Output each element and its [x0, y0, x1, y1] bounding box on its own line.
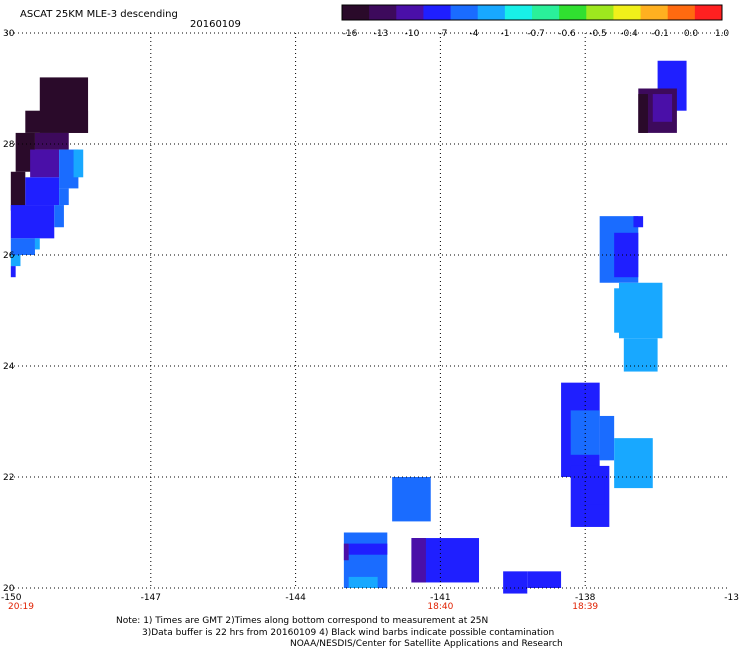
colorbar-segment: [342, 5, 370, 20]
x-tick-label: -147: [141, 593, 161, 603]
heatmap-cell: [10, 171, 26, 211]
x-tick-label: -144: [285, 593, 306, 603]
heatmap-cell: [343, 543, 349, 561]
heatmap-cell: [10, 205, 55, 239]
y-tick-label: 30: [3, 29, 15, 39]
colorbar-segment: [586, 5, 614, 20]
heatmap-cell: [59, 188, 69, 206]
colorbar-segment: [396, 5, 424, 20]
chart-title: ASCAT 25KM MLE-3 descending: [20, 9, 178, 20]
colorbar-tick-label: 0.0: [684, 29, 699, 39]
time-label: 18:40: [427, 602, 453, 612]
colorbar-segment: [532, 5, 560, 20]
colorbar-segment: [504, 5, 533, 20]
colorbar-segment: [369, 5, 397, 20]
colorbar-tick-label: -1: [501, 29, 510, 39]
y-tick-label: 24: [3, 362, 15, 372]
heatmap-cell: [614, 438, 653, 489]
heatmap-cell: [411, 538, 426, 583]
heatmap-cell: [503, 571, 528, 594]
heatmap-cell: [580, 477, 605, 505]
y-tick-label: 20: [3, 584, 15, 594]
heatmap-cell: [618, 282, 663, 339]
heatmap-cell: [599, 415, 615, 461]
time-label: 18:39: [572, 602, 598, 612]
y-tick-label: 22: [3, 473, 14, 483]
y-tick-label: 28: [3, 140, 15, 150]
footnote-line-1: Note: 1) Times are GMT 2)Times along bot…: [116, 616, 489, 626]
colorbar-segment: [450, 5, 479, 20]
footnote-credit: NOAA/NESDIS/Center for Satellite Applica…: [290, 639, 563, 649]
colorbar-tick-label: -10: [405, 29, 420, 39]
x-tick-label: -138: [575, 593, 596, 603]
colorbar-tick-label: -7: [439, 29, 448, 39]
heatmap-cell: [527, 571, 562, 588]
colorbar-tick-label: -0.7: [527, 29, 545, 39]
chart-date: 20160109: [190, 19, 241, 30]
colorbar-frame: [341, 4, 723, 21]
colorbar-tick-label: -16: [343, 29, 358, 39]
colorbar-segment: [477, 5, 506, 20]
x-tick-label: -150: [1, 593, 22, 603]
heatmap-cell: [25, 110, 89, 133]
colorbar-segment: [667, 5, 696, 20]
time-label: 20:19: [8, 602, 34, 612]
heatmap-cell: [34, 238, 40, 250]
colorbar-tick-label: -0.6: [558, 29, 576, 39]
colorbar-tick-label: -0.5: [589, 29, 607, 39]
map-plot: 20 22 24 26 28 30 -150 -147 -144 -141 -138 -13 20:19…: [1, 29, 739, 612]
heatmap-cell: [10, 266, 16, 278]
x-tick-label: -13: [724, 593, 739, 603]
heatmap-cell: [638, 94, 648, 133]
heatmap-cell: [652, 94, 673, 122]
colorbar-tick-label: -0.1: [651, 29, 669, 39]
heatmap-cell: [25, 177, 60, 206]
colorbar: -16 -13 -10 -7 -4 -1 -0.7 -0.6 -0.5 -0.4 -0.1 0.0 1.…: [341, 4, 730, 39]
heatmap-cell: [34, 132, 69, 150]
footnote-line-2: 3)Data buffer is 22 hrs from 20160109 4)…: [142, 628, 555, 638]
colorbar-tick-label: 1.0: [715, 29, 730, 39]
colorbar-segment: [423, 5, 452, 20]
colorbar-segment: [613, 5, 642, 20]
colorbar-segment: [559, 5, 587, 20]
colorbar-tick-label: -13: [374, 29, 389, 39]
heatmap-cell: [54, 205, 64, 228]
heatmap-cell: [392, 477, 431, 522]
heatmap-cell: [30, 149, 60, 178]
heatmap-cell: [10, 255, 21, 267]
heatmap-cell: [73, 149, 84, 178]
heatmap-cell: [348, 543, 388, 555]
heatmap-cell: [633, 216, 644, 228]
x-tick-label: -141: [430, 593, 450, 603]
heatmap-cell: [614, 288, 624, 333]
heatmap-cell: [10, 238, 35, 255]
colorbar-segment: [640, 5, 669, 20]
heatmap-cell: [348, 576, 378, 588]
colorbar-tick-label: -0.4: [620, 29, 638, 39]
colorbar-tick-label: -4: [470, 29, 479, 39]
heatmap-cell: [623, 338, 658, 372]
y-tick-label: 26: [3, 251, 15, 261]
colorbar-segment: [694, 5, 723, 20]
